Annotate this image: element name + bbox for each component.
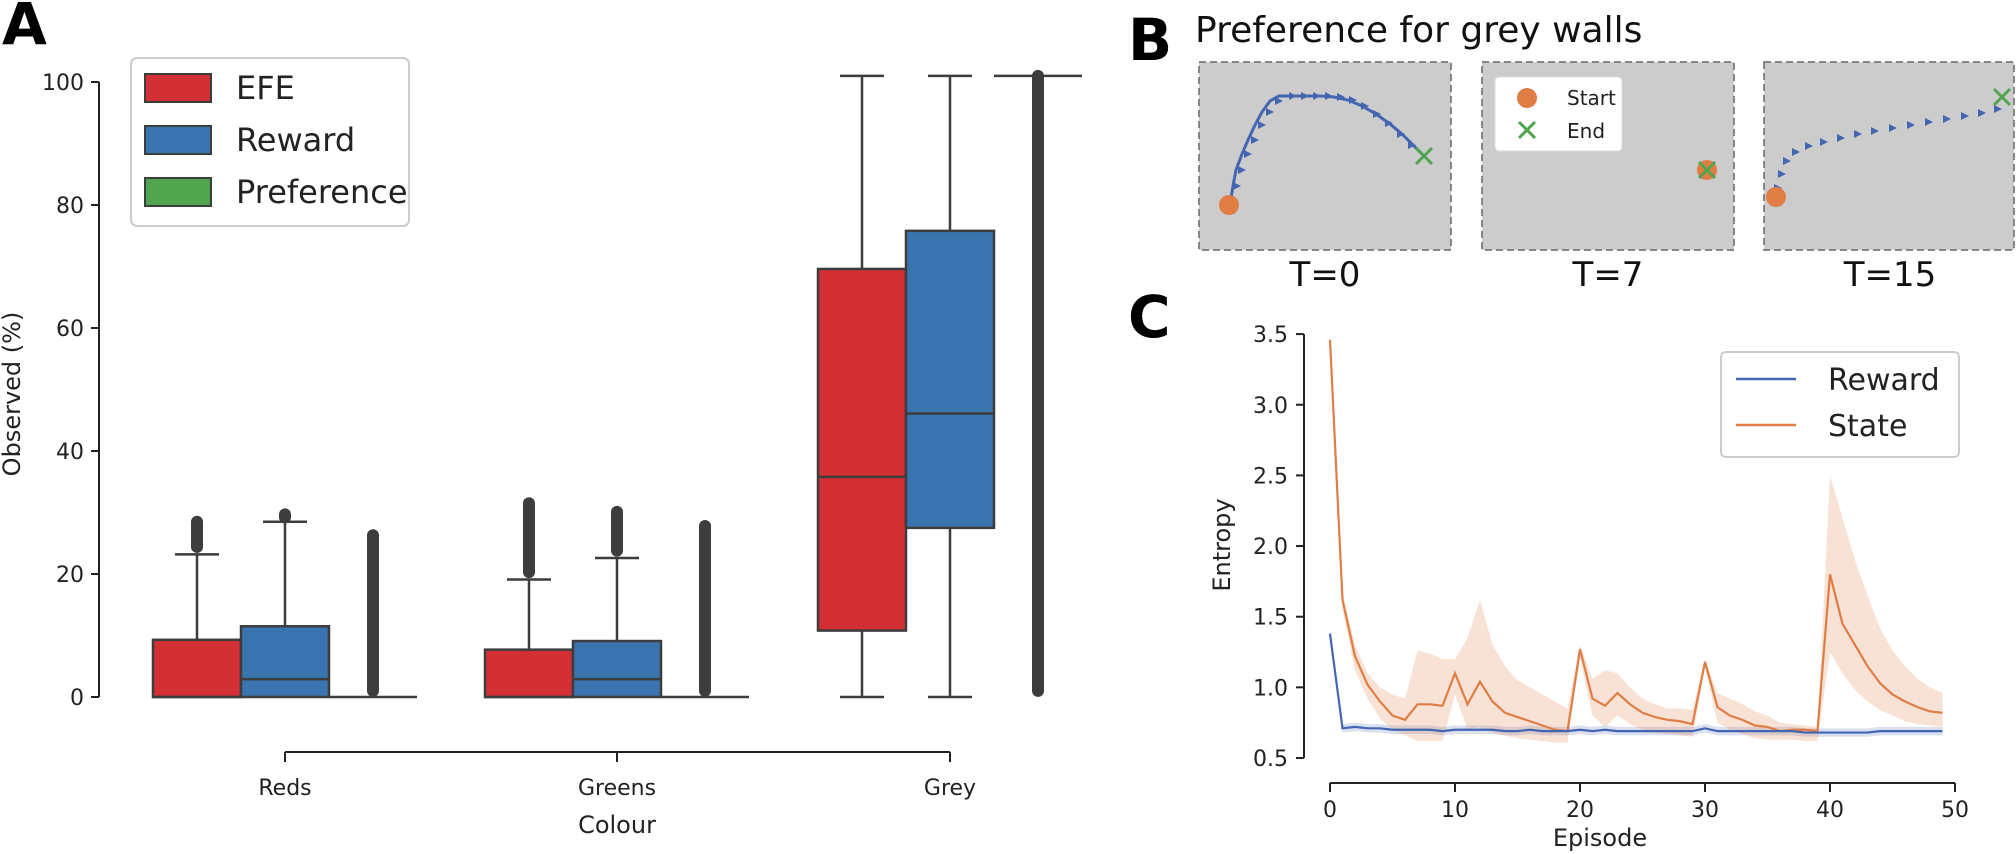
box-reward-grey [904,74,996,699]
panel-letter-c: C [1128,283,1171,351]
y-tick-label: 3.5 [1253,323,1288,348]
triangle-marker-icon [1774,105,2002,192]
box-efe-grey [816,74,908,699]
legend-swatch [144,177,212,207]
box-preference-greens [661,520,749,699]
y-tick-label: 60 [56,317,84,342]
y-tick-label: 40 [56,440,84,465]
box-efe-greens [483,497,575,699]
trajectory-markers [1774,105,2002,192]
reward-line [1328,633,1943,734]
map-background [1763,61,2015,251]
start-marker [1766,187,1786,207]
box-preference-reds [329,529,417,699]
legend-label: Reward [1828,363,1940,398]
box-plot-panel: 0 20 40 60 80 100 Reds Greens Grey Observed (%)… [0,57,1082,839]
y-tick-label: 2.0 [1253,535,1288,560]
box-plot-boxes [151,69,1082,699]
legend-start-label: Start [1567,86,1616,110]
legend-label: Preference [236,173,408,211]
snapshot-label: T=0 [1289,255,1361,295]
entropy-chart-panel: 0.5 1.0 1.5 2.0 2.5 3.0 3.5 0 10 20 30 40 50 Entrop… [1208,323,1969,852]
x-tick-label: 0 [1323,798,1337,823]
legend-swatch [144,73,212,103]
y-tick-label: 0.5 [1253,747,1288,772]
y-tick-label: 100 [42,71,84,96]
snapshot-label: T=15 [1843,255,1937,295]
entropy-x-axis: 0 10 20 30 40 50 [1323,782,1969,823]
entropy-x-label: Episode [1553,824,1647,852]
box-body [483,648,575,699]
x-tick-label: Reds [258,776,311,801]
box-body [904,229,996,530]
start-marker [1219,195,1239,215]
box-reward-greens [571,505,663,699]
entropy-series-lines [1328,339,1943,734]
x-tick-label: Grey [924,776,976,801]
box-body [151,638,243,699]
legend-label: Reward [236,121,355,159]
trajectory-panel: Preference for grey walls T=0 Start End … [1195,10,2015,295]
entropy-y-label: Entropy [1208,498,1236,591]
end-marker-icon [1414,146,1434,166]
box-body [816,267,908,632]
end-marker-icon [1697,160,1717,180]
legend-end-icon [1517,120,1537,140]
box-plot-y-label: Observed (%) [0,312,26,477]
end-marker-icon [1992,87,2012,107]
box-plot-x-label: Colour [578,811,656,839]
legend-end-label: End [1567,119,1605,143]
y-tick-label: 3.0 [1253,394,1288,419]
box-reward-reds [239,508,331,699]
x-tick-label: 20 [1566,798,1594,823]
panel-letter-b: B [1128,6,1172,74]
legend-label: EFE [236,69,295,107]
box-plot-legend: EFE Reward Preference [130,57,410,227]
legend-label: State [1828,409,1907,444]
box-efe-reds [151,515,243,699]
snapshot-t7: Start End T=7 [1481,61,1735,295]
x-tick-label: Greens [578,776,656,801]
snapshot-t0: T=0 [1198,61,1452,295]
box-body [239,625,331,699]
state-line [1328,339,1943,733]
legend-swatch [144,125,212,155]
trajectory-panel-title: Preference for grey walls [1195,10,1642,51]
y-tick-label: 1.5 [1253,606,1288,631]
map-background [1198,61,1452,251]
state-band [1330,334,1943,743]
box-plot-y-axis: 0 20 40 60 80 100 [42,71,100,711]
y-tick-label: 1.0 [1253,676,1288,701]
box-plot-x-axis: Reds Greens Grey [258,751,976,801]
box-preference-grey [994,69,1082,697]
snapshot-label: T=7 [1572,255,1644,295]
x-tick-label: 50 [1941,798,1969,823]
snapshot-t15: T=15 [1763,61,2015,295]
y-tick-label: 0 [70,686,84,711]
panel-letter-a: A [2,0,47,58]
y-tick-label: 80 [56,194,84,219]
legend-start-marker [1517,88,1537,108]
x-tick-label: 10 [1441,798,1469,823]
y-tick-label: 20 [56,563,84,588]
entropy-legend: Reward State [1720,351,1960,458]
y-tick-label: 2.5 [1253,464,1288,489]
entropy-y-axis: 0.5 1.0 1.5 2.0 2.5 3.0 3.5 [1253,323,1305,772]
x-tick-label: 30 [1691,798,1719,823]
reward-band [1330,629,1943,737]
x-tick-label: 40 [1816,798,1844,823]
entropy-confidence-bands [1330,334,1943,743]
box-body [571,639,663,699]
